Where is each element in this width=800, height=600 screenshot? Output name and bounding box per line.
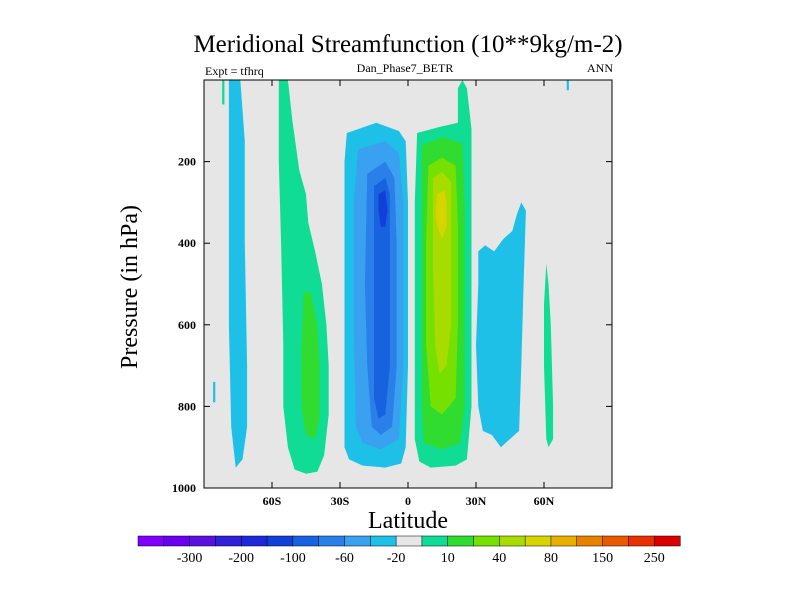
colorbar-swatch bbox=[215, 535, 242, 547]
contour-region-2 bbox=[301, 292, 320, 439]
contour-region-13 bbox=[476, 202, 526, 448]
colorbar-swatch bbox=[292, 535, 320, 547]
y-axis-label: Pressure (in hPa) bbox=[117, 205, 143, 369]
contour-region-0 bbox=[228, 80, 248, 468]
case-label: Dan_Phase7_BETR bbox=[357, 61, 454, 75]
colorbar: -300 -200 -100 -60 -20 10 40 80 150 250 bbox=[137, 535, 681, 566]
colorbar-swatch bbox=[524, 535, 552, 547]
y-tick-label: 600 bbox=[178, 318, 196, 332]
colorbar-swatch bbox=[318, 535, 346, 547]
colorbar-swatch bbox=[266, 535, 294, 547]
expt-label: Expt = tfhrq bbox=[205, 64, 264, 78]
y-tick-label: 200 bbox=[178, 155, 196, 169]
x-tick-label: 60S bbox=[263, 494, 282, 508]
y-tick-label: 1000 bbox=[172, 481, 196, 495]
y-axis-ticks: 200 400 600 800 1000 bbox=[172, 155, 612, 495]
season-label: ANN bbox=[587, 61, 613, 75]
contour-region-14 bbox=[544, 263, 554, 448]
x-axis-label: Latitude bbox=[368, 508, 448, 534]
x-tick-label: 30S bbox=[331, 494, 350, 508]
colorbar-swatch bbox=[395, 535, 423, 547]
colorbar-label: -60 bbox=[335, 551, 354, 566]
colorbar-label: 40 bbox=[492, 551, 506, 566]
x-tick-label: 0 bbox=[405, 494, 411, 508]
x-axis-ticks: 60S 30S 0 30N 60N bbox=[263, 80, 555, 508]
contour-region-15 bbox=[566, 80, 569, 91]
colorbar-swatch bbox=[370, 535, 397, 547]
contour-fills bbox=[213, 80, 569, 474]
colorbar-swatch bbox=[421, 535, 449, 547]
colorbar-swatch bbox=[189, 535, 216, 547]
colorbar-swatch bbox=[628, 535, 655, 547]
contour-region-7 bbox=[378, 190, 388, 227]
colorbar-swatch bbox=[602, 535, 629, 547]
x-tick-label: 30N bbox=[466, 494, 487, 508]
colorbar-label: -200 bbox=[228, 551, 254, 566]
colorbar-swatch bbox=[550, 535, 578, 547]
colorbar-swatch bbox=[240, 535, 268, 547]
colorbar-label: 80 bbox=[544, 551, 558, 566]
contour-region-16 bbox=[222, 80, 225, 105]
colorbar-label: -20 bbox=[387, 551, 406, 566]
colorbar-swatch bbox=[344, 535, 371, 547]
colorbar-label: -100 bbox=[280, 551, 306, 566]
colorbar-swatch bbox=[499, 535, 526, 547]
x-tick-label: 60N bbox=[534, 494, 555, 508]
colorbar-swatch bbox=[447, 535, 475, 547]
colorbar-swatch bbox=[163, 535, 191, 547]
colorbar-label: 10 bbox=[441, 551, 455, 566]
y-tick-label: 400 bbox=[178, 236, 196, 250]
colorbar-label: 150 bbox=[592, 551, 613, 566]
colorbar-swatch bbox=[653, 535, 681, 547]
colorbar-swatch bbox=[137, 535, 165, 547]
contour-region-17 bbox=[213, 381, 216, 403]
colorbar-swatch bbox=[576, 535, 604, 547]
y-tick-label: 800 bbox=[178, 399, 196, 413]
contour-region-6 bbox=[374, 177, 390, 419]
chart-title: Meridional Streamfunction (10**9kg/m-2) bbox=[193, 31, 622, 58]
colorbar-label: 250 bbox=[644, 551, 665, 566]
colorbar-label: -300 bbox=[177, 551, 203, 566]
colorbar-swatch bbox=[473, 535, 500, 547]
contour-region-12 bbox=[435, 190, 447, 240]
